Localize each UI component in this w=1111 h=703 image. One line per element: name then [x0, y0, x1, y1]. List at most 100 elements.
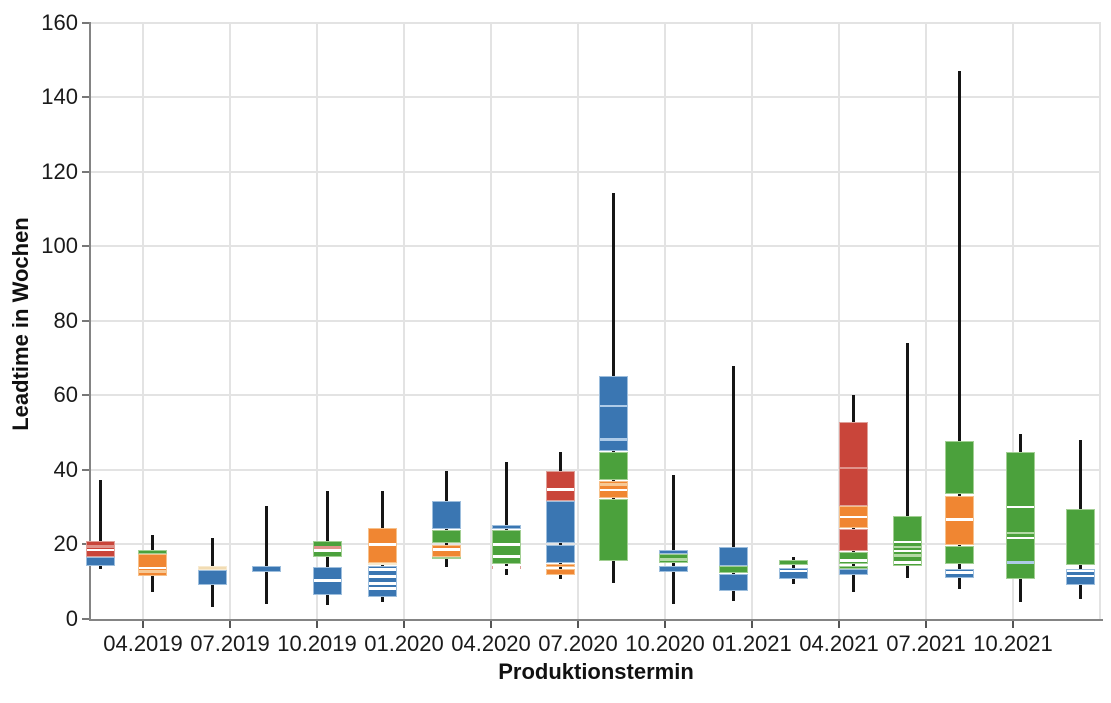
- box-segment: [838, 529, 868, 552]
- box-segment: [598, 452, 628, 480]
- box-segment: [431, 501, 461, 530]
- gridline-horizontal: [91, 21, 1101, 24]
- box-median-line: [599, 438, 627, 441]
- gridline-vertical: [577, 22, 579, 619]
- y-tick-mark: [82, 394, 91, 396]
- x-tick-mark: [663, 619, 667, 628]
- box-whisker: [264, 506, 268, 605]
- x-tick-label: 01.2021: [712, 630, 792, 656]
- x-tick-label: 04.2021: [799, 630, 879, 656]
- box-median-line: [839, 515, 867, 519]
- y-tick-label: 40: [53, 456, 78, 482]
- box-median-line: [1006, 531, 1034, 535]
- box-segment: [85, 540, 115, 557]
- box-median-line: [368, 587, 396, 590]
- box-whisker: [957, 70, 961, 590]
- box-median-line: [945, 518, 973, 521]
- gridline-horizontal: [91, 468, 1101, 471]
- x-tick-mark: [576, 619, 580, 628]
- x-tick-mark: [402, 619, 406, 628]
- y-axis-title: Leadtime in Wochen: [8, 217, 33, 431]
- box-median-line: [1066, 574, 1094, 578]
- box-median-line: [368, 575, 396, 578]
- box-median-line: [779, 569, 807, 573]
- box-segment: [312, 541, 342, 558]
- x-tick-mark: [750, 619, 754, 628]
- box-median-line: [839, 466, 867, 470]
- y-tick-mark: [82, 468, 91, 471]
- box-segment: [545, 471, 575, 502]
- x-tick-label: 10.2021: [973, 630, 1053, 656]
- box-segment: [718, 547, 748, 566]
- box-segment: [251, 565, 281, 572]
- gridline-vertical: [490, 22, 492, 619]
- y-tick-label: 20: [53, 531, 78, 556]
- box-median-line: [368, 543, 396, 546]
- y-tick-mark: [82, 96, 91, 98]
- gridline-vertical: [1099, 22, 1101, 619]
- box-median-line: [492, 543, 520, 546]
- y-tick-mark: [82, 21, 91, 24]
- y-tick-label: 100: [41, 233, 78, 258]
- box-segment: [431, 556, 461, 559]
- box-median-line: [138, 566, 166, 570]
- y-axis-line: [88, 21, 91, 620]
- box-median-line: [893, 549, 921, 553]
- y-tick-mark: [82, 245, 91, 247]
- gridline-vertical: [1012, 22, 1014, 619]
- box-segment: [944, 441, 974, 495]
- box-segment: [838, 569, 868, 575]
- y-tick-mark: [82, 617, 91, 620]
- box-median-line: [492, 555, 520, 558]
- box-median-line: [1006, 505, 1034, 508]
- x-tick-label: 10.2019: [277, 630, 357, 656]
- x-tick-label: 07.2021: [886, 630, 966, 656]
- gridline-horizontal: [91, 394, 1101, 396]
- gridline-vertical: [664, 22, 666, 619]
- box-median-line: [945, 571, 973, 574]
- x-tick-mark: [837, 619, 841, 628]
- box-segment: [838, 422, 868, 506]
- box-median-line: [368, 582, 396, 585]
- y-tick-label: 120: [41, 158, 78, 184]
- y-tick-mark: [82, 170, 91, 173]
- box-median-line: [1006, 561, 1034, 564]
- box-segment: [137, 553, 167, 577]
- box-segment: [491, 525, 521, 530]
- box-median-line: [313, 579, 341, 582]
- box-segment: [658, 566, 688, 572]
- x-tick-mark: [1011, 619, 1015, 628]
- box-whisker: [905, 342, 909, 578]
- box-segment: [491, 530, 521, 565]
- box-median-line: [893, 540, 921, 544]
- box-segment: [197, 565, 227, 571]
- x-tick-label: 10.2020: [625, 630, 705, 656]
- box-segment: [85, 556, 115, 566]
- box-median-line: [432, 548, 460, 551]
- box-median-line: [138, 570, 166, 573]
- box-segment: [545, 545, 575, 564]
- y-tick-label: 0: [65, 605, 78, 631]
- box-segment: [778, 567, 808, 580]
- box-segment: [431, 530, 461, 543]
- box-median-line: [659, 558, 687, 561]
- box-segment: [778, 559, 808, 566]
- box-whisker: [731, 366, 735, 602]
- box-whisker: [98, 480, 102, 570]
- gridline-horizontal: [91, 543, 1101, 545]
- box-median-line: [1006, 536, 1034, 540]
- box-segment: [718, 573, 748, 592]
- box-segment: [197, 570, 227, 586]
- box-median-line: [313, 549, 341, 552]
- box-segment: [598, 498, 628, 562]
- y-tick-label: 160: [41, 9, 78, 35]
- y-tick-mark: [82, 319, 91, 322]
- gridline-vertical: [838, 22, 840, 619]
- box-median-line: [492, 566, 520, 569]
- x-tick-mark: [141, 619, 145, 628]
- x-axis-line: [88, 618, 1103, 621]
- box-segment: [545, 501, 575, 543]
- x-tick-mark: [924, 619, 928, 628]
- box-median-line: [893, 554, 921, 557]
